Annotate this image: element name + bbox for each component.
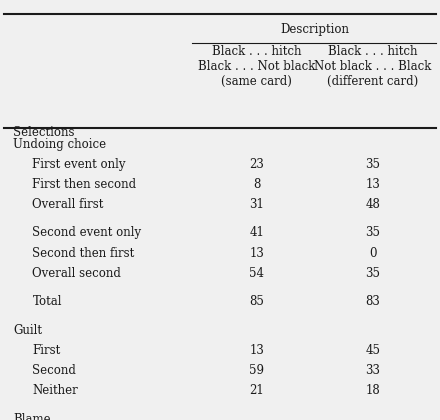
Text: 83: 83: [366, 295, 381, 308]
Text: Selections: Selections: [13, 126, 74, 139]
Text: 54: 54: [249, 267, 264, 280]
Text: 45: 45: [366, 344, 381, 357]
Text: 8: 8: [253, 178, 260, 191]
Text: Neither: Neither: [33, 384, 78, 397]
Text: 31: 31: [249, 198, 264, 211]
Text: First: First: [33, 344, 61, 357]
Text: 35: 35: [366, 158, 381, 171]
Text: 23: 23: [249, 158, 264, 171]
Text: 18: 18: [366, 384, 381, 397]
Text: Second event only: Second event only: [33, 226, 142, 239]
Text: 13: 13: [249, 344, 264, 357]
Text: Second: Second: [33, 364, 76, 377]
Text: Guilt: Guilt: [13, 323, 42, 336]
Text: 35: 35: [366, 226, 381, 239]
Text: Black . . . hitch
Not black . . . Black
(different card): Black . . . hitch Not black . . . Black …: [315, 45, 432, 88]
Text: Description: Description: [280, 23, 349, 36]
Text: Total: Total: [33, 295, 62, 308]
Text: 13: 13: [366, 178, 381, 191]
Text: First then second: First then second: [33, 178, 136, 191]
Text: Overall first: Overall first: [33, 198, 104, 211]
Text: Second then first: Second then first: [33, 247, 135, 260]
Text: 33: 33: [366, 364, 381, 377]
Text: Black . . . hitch
Black . . . Not black
(same card): Black . . . hitch Black . . . Not black …: [198, 45, 315, 88]
Text: 48: 48: [366, 198, 381, 211]
Text: Blame: Blame: [13, 412, 51, 420]
Text: 35: 35: [366, 267, 381, 280]
Text: Undoing choice: Undoing choice: [13, 138, 106, 150]
Text: First event only: First event only: [33, 158, 126, 171]
Text: 85: 85: [249, 295, 264, 308]
Text: 41: 41: [249, 226, 264, 239]
Text: 59: 59: [249, 364, 264, 377]
Text: Overall second: Overall second: [33, 267, 121, 280]
Text: 13: 13: [249, 247, 264, 260]
Text: 0: 0: [369, 247, 377, 260]
Text: 21: 21: [249, 384, 264, 397]
